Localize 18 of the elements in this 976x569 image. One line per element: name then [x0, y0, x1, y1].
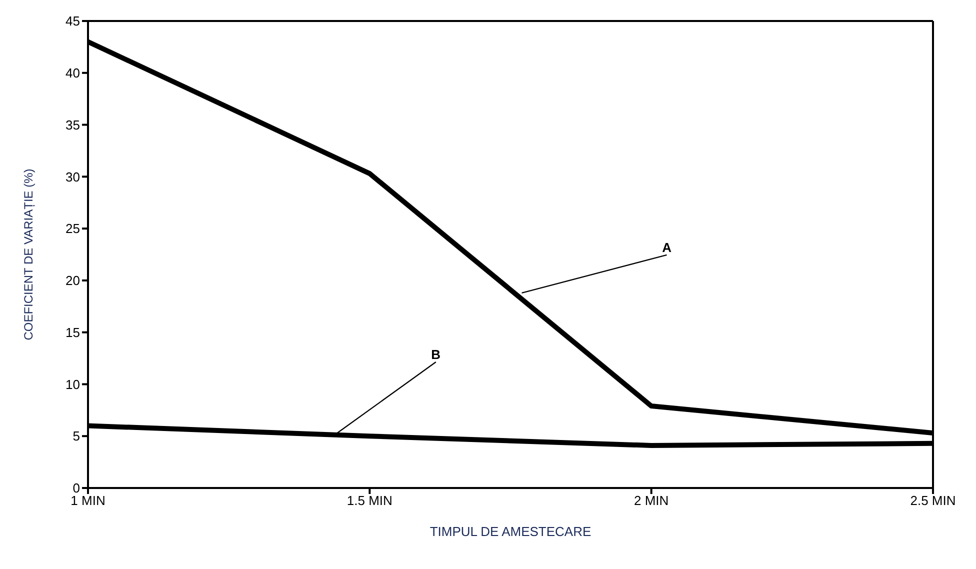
x-axis-title: TIMPUL DE AMESTECARE — [430, 524, 592, 539]
y-tick-label: 0 — [72, 480, 80, 496]
y-tick-label: 25 — [66, 221, 80, 236]
y-tick-label: 35 — [66, 117, 80, 132]
x-tick-label: 1 MIN — [70, 493, 106, 508]
x-tick-label: 2.5 MIN — [910, 493, 956, 508]
y-tick-label: 15 — [66, 324, 80, 340]
y-tick-label: 30 — [66, 169, 80, 184]
y-tick-label: 10 — [66, 376, 80, 392]
y-tick-label: 5 — [72, 428, 80, 444]
x-tick-label: 2 MIN — [634, 493, 669, 508]
y-tick-label: 20 — [66, 273, 80, 288]
annotation: A — [662, 240, 672, 255]
annotation: B — [431, 347, 441, 362]
y-tick-label: 40 — [66, 66, 80, 81]
y-tick-label: 45 — [66, 14, 80, 29]
x-tick-label: 1.5 MIN — [346, 493, 392, 508]
y-axis-title: COEFICIENT DE VARIAȚIE (%) — [21, 168, 36, 340]
